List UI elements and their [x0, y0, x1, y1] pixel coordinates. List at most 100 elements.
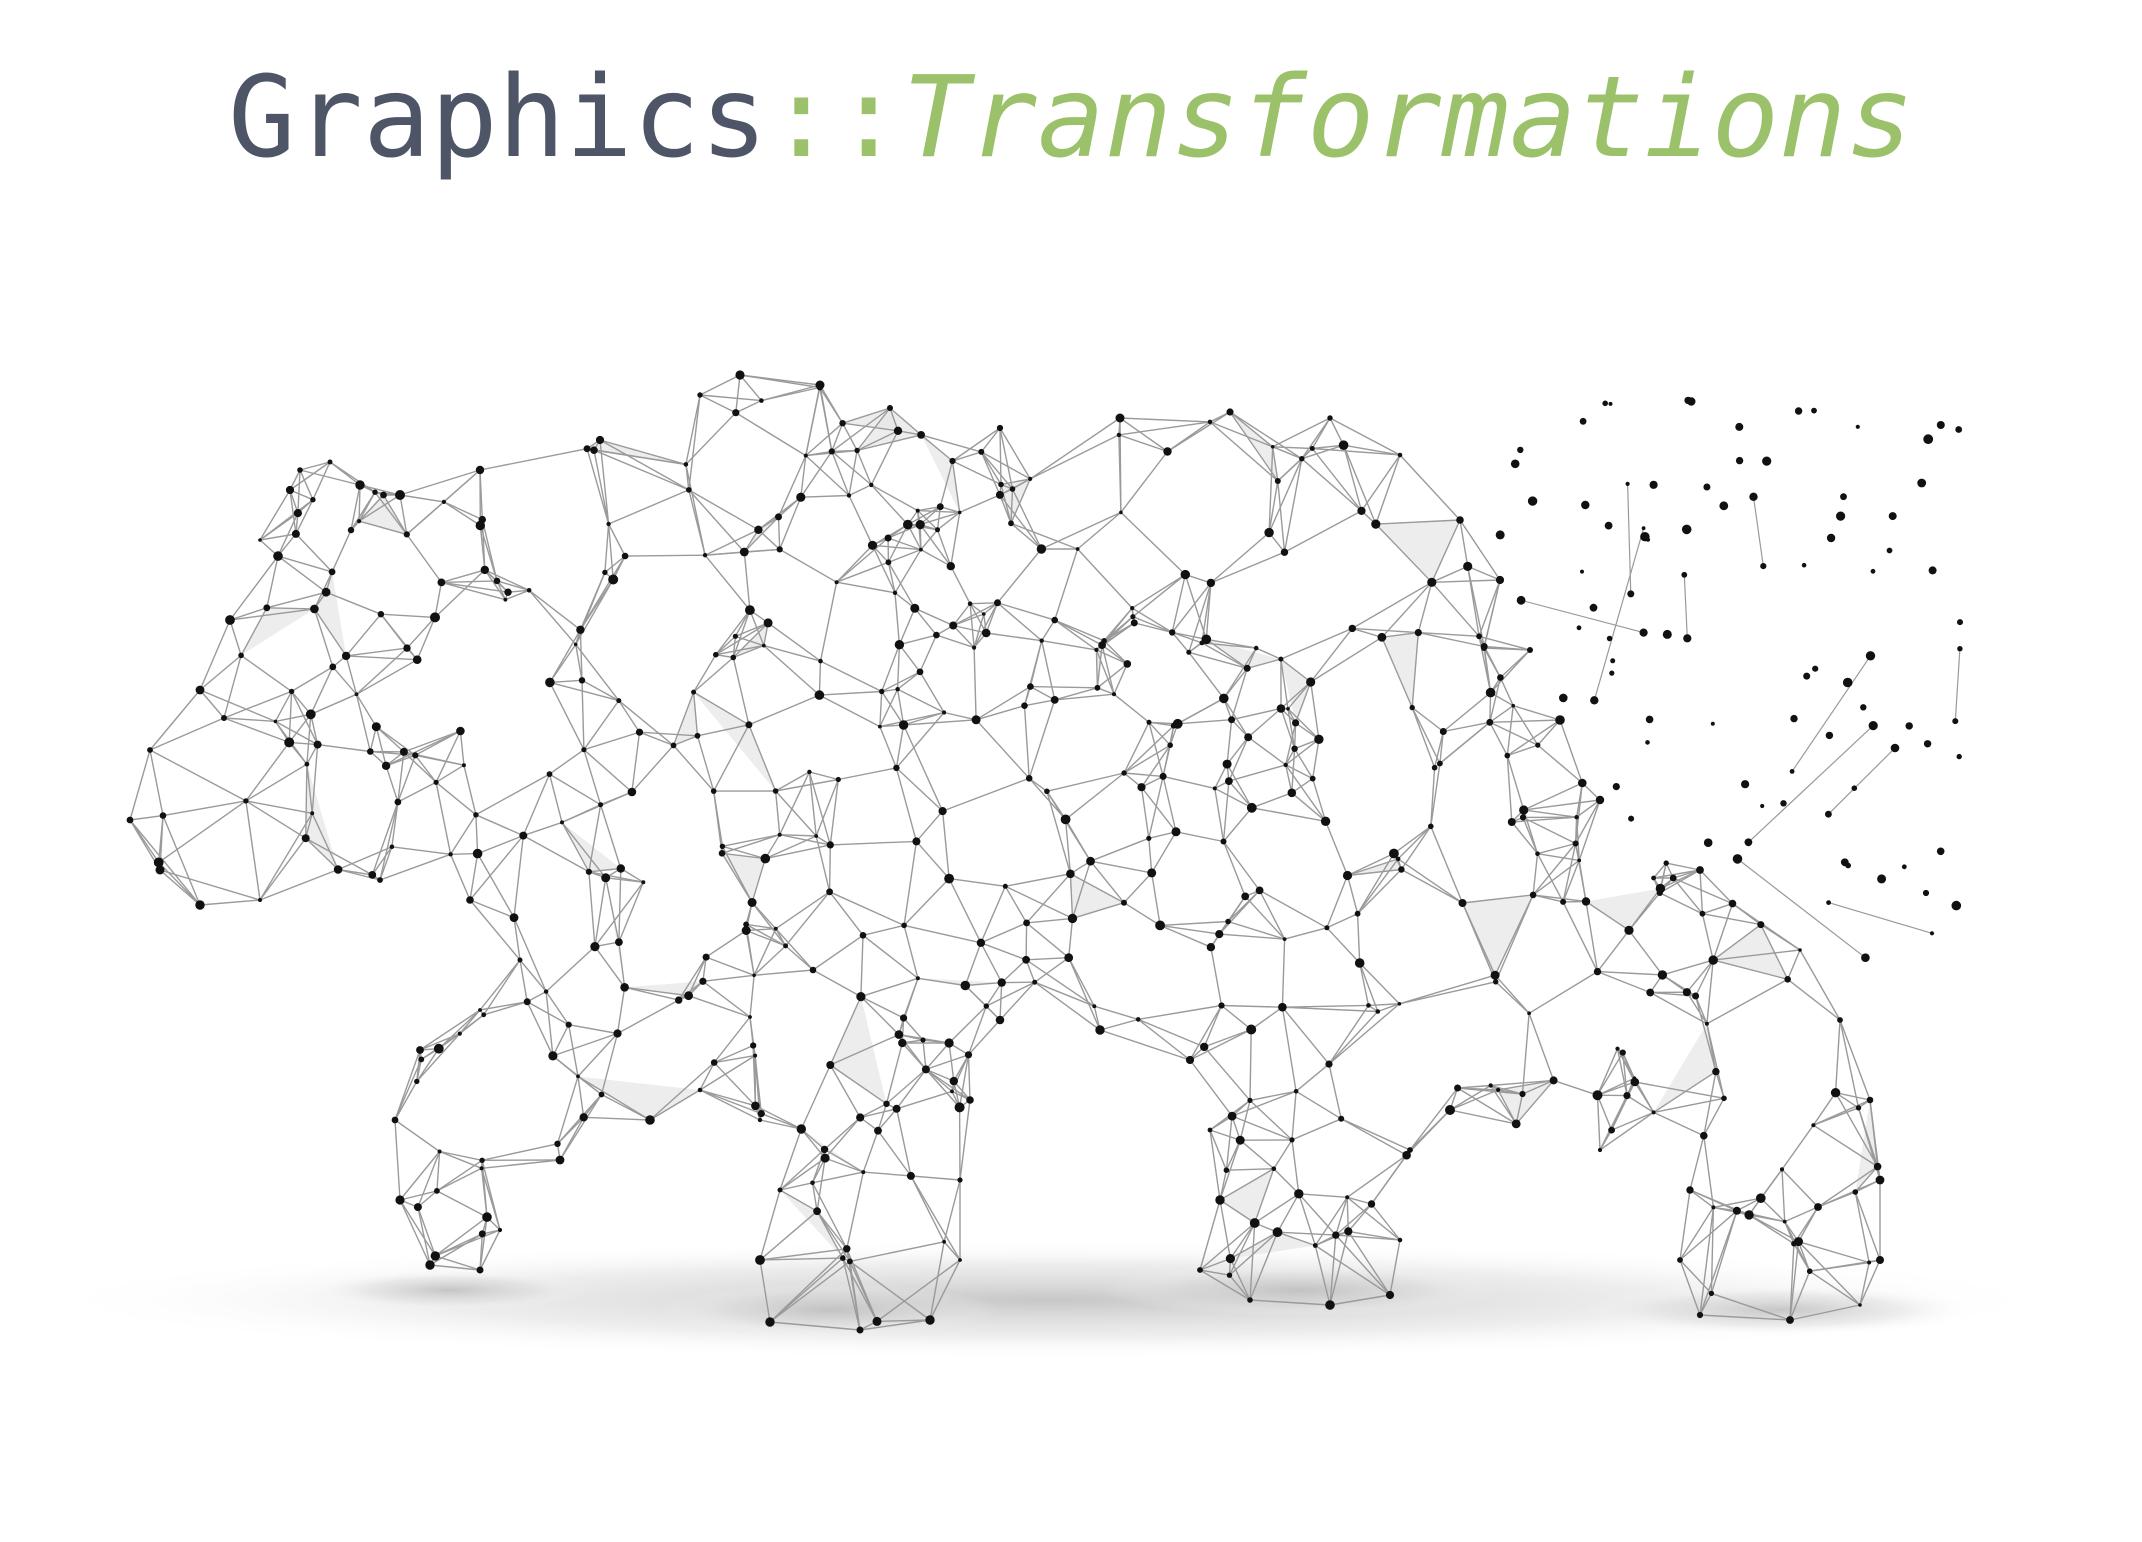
bear-node — [894, 640, 905, 650]
bear-edge — [162, 800, 247, 817]
bear-edge — [129, 819, 201, 906]
bear-edge — [815, 835, 831, 892]
bear-edge — [1784, 1206, 1819, 1223]
bear-edge — [836, 581, 896, 594]
bear-facet — [780, 1190, 843, 1259]
bear-edge — [481, 1159, 561, 1169]
bear-node — [1354, 958, 1365, 968]
bear-edge — [631, 744, 675, 793]
bear-node — [1332, 1231, 1340, 1239]
bear-edge — [1250, 1006, 1283, 1031]
bear-edge — [581, 680, 585, 750]
bear-edge — [1596, 1095, 1601, 1151]
bear-edge — [1489, 677, 1502, 723]
bear-edge — [419, 1032, 461, 1051]
bear-edge — [943, 711, 977, 721]
bear-node — [856, 992, 866, 1002]
bear-edge — [1054, 619, 1097, 651]
bear-edge — [385, 765, 399, 803]
bear-edge — [1284, 927, 1328, 940]
bear-edge — [1809, 1270, 1861, 1306]
bear-node — [1657, 970, 1668, 980]
bear-node — [997, 978, 1006, 987]
bear-edge — [479, 525, 486, 570]
bear-node — [1171, 827, 1181, 837]
bear-edge — [1282, 1004, 1369, 1008]
bear-edge — [812, 1171, 864, 1184]
bear-edge — [441, 581, 506, 601]
bear-node — [153, 857, 164, 868]
bear-edge — [943, 1179, 961, 1242]
bear-node — [418, 1056, 425, 1063]
bear-edge — [199, 654, 242, 691]
bear-edge — [885, 1042, 903, 1104]
bear-edge — [306, 714, 312, 765]
bear-edge — [545, 991, 570, 1026]
bear-node — [900, 1014, 908, 1022]
bear-edge — [959, 494, 1001, 514]
bear-edge — [618, 881, 644, 943]
bear-edge — [967, 1005, 987, 1056]
bear-edge — [897, 671, 921, 690]
bear-node — [1888, 512, 1897, 521]
bear-edge — [879, 691, 883, 727]
bear-edge — [704, 554, 751, 611]
bear-edge — [1301, 417, 1331, 460]
bear-node — [1486, 718, 1494, 726]
bear-edge — [887, 561, 916, 609]
bear-edge — [1377, 1003, 1400, 1013]
bear-edge — [359, 484, 401, 496]
bear-edge — [1328, 1005, 1370, 1065]
bear-edge — [1812, 1092, 1837, 1126]
bear-node — [1577, 858, 1582, 863]
bear-node — [1681, 524, 1692, 535]
bear-node — [761, 643, 766, 648]
bear-edge — [1172, 631, 1207, 640]
bear-edge — [346, 647, 408, 657]
bear-node — [1922, 889, 1930, 897]
bear-edge — [313, 608, 334, 668]
bear-edge — [449, 854, 471, 901]
bear-edge — [1280, 681, 1312, 710]
bear-node — [1732, 1206, 1741, 1215]
bear-node — [1780, 800, 1787, 807]
bear-node — [616, 698, 622, 704]
bear-node — [1762, 456, 1772, 466]
bear-edge — [1229, 411, 1303, 460]
bear-edge — [1312, 447, 1401, 456]
bear-edge — [829, 891, 864, 936]
bear-node — [718, 850, 726, 857]
bear-edge — [379, 853, 451, 881]
bear-node — [1397, 1237, 1403, 1243]
bear-node — [894, 1030, 904, 1039]
bear-node — [1493, 979, 1499, 985]
bear-edge — [1585, 901, 1599, 972]
bear-edge — [129, 814, 164, 821]
bear-edge — [846, 1171, 864, 1249]
bear-node — [1215, 1195, 1225, 1205]
bear-edge — [1653, 862, 1667, 879]
bear-edge — [815, 779, 839, 837]
bear-edge — [1574, 843, 1587, 902]
bear-node — [273, 719, 278, 724]
bear-edge — [1375, 523, 1433, 583]
bear-node — [942, 710, 947, 715]
bear-edge — [1251, 792, 1293, 809]
bear-node — [433, 1043, 444, 1054]
bear-edge — [475, 814, 524, 837]
bear-edge — [1748, 1214, 1799, 1243]
bear-node — [1812, 665, 1819, 672]
bear-edge — [1277, 458, 1303, 482]
bear-edge — [159, 869, 201, 906]
bear-node — [994, 599, 1001, 607]
bear-node — [1580, 569, 1584, 574]
bear-edge — [732, 622, 769, 658]
bear-node — [291, 529, 300, 538]
bear-edge — [1148, 838, 1153, 873]
bear-node — [783, 943, 789, 949]
bear-edge — [1239, 1139, 1275, 1170]
bear-node — [1868, 721, 1878, 731]
bear-edge — [829, 1064, 887, 1105]
bear-facet — [359, 495, 407, 535]
bear-node — [884, 534, 892, 542]
